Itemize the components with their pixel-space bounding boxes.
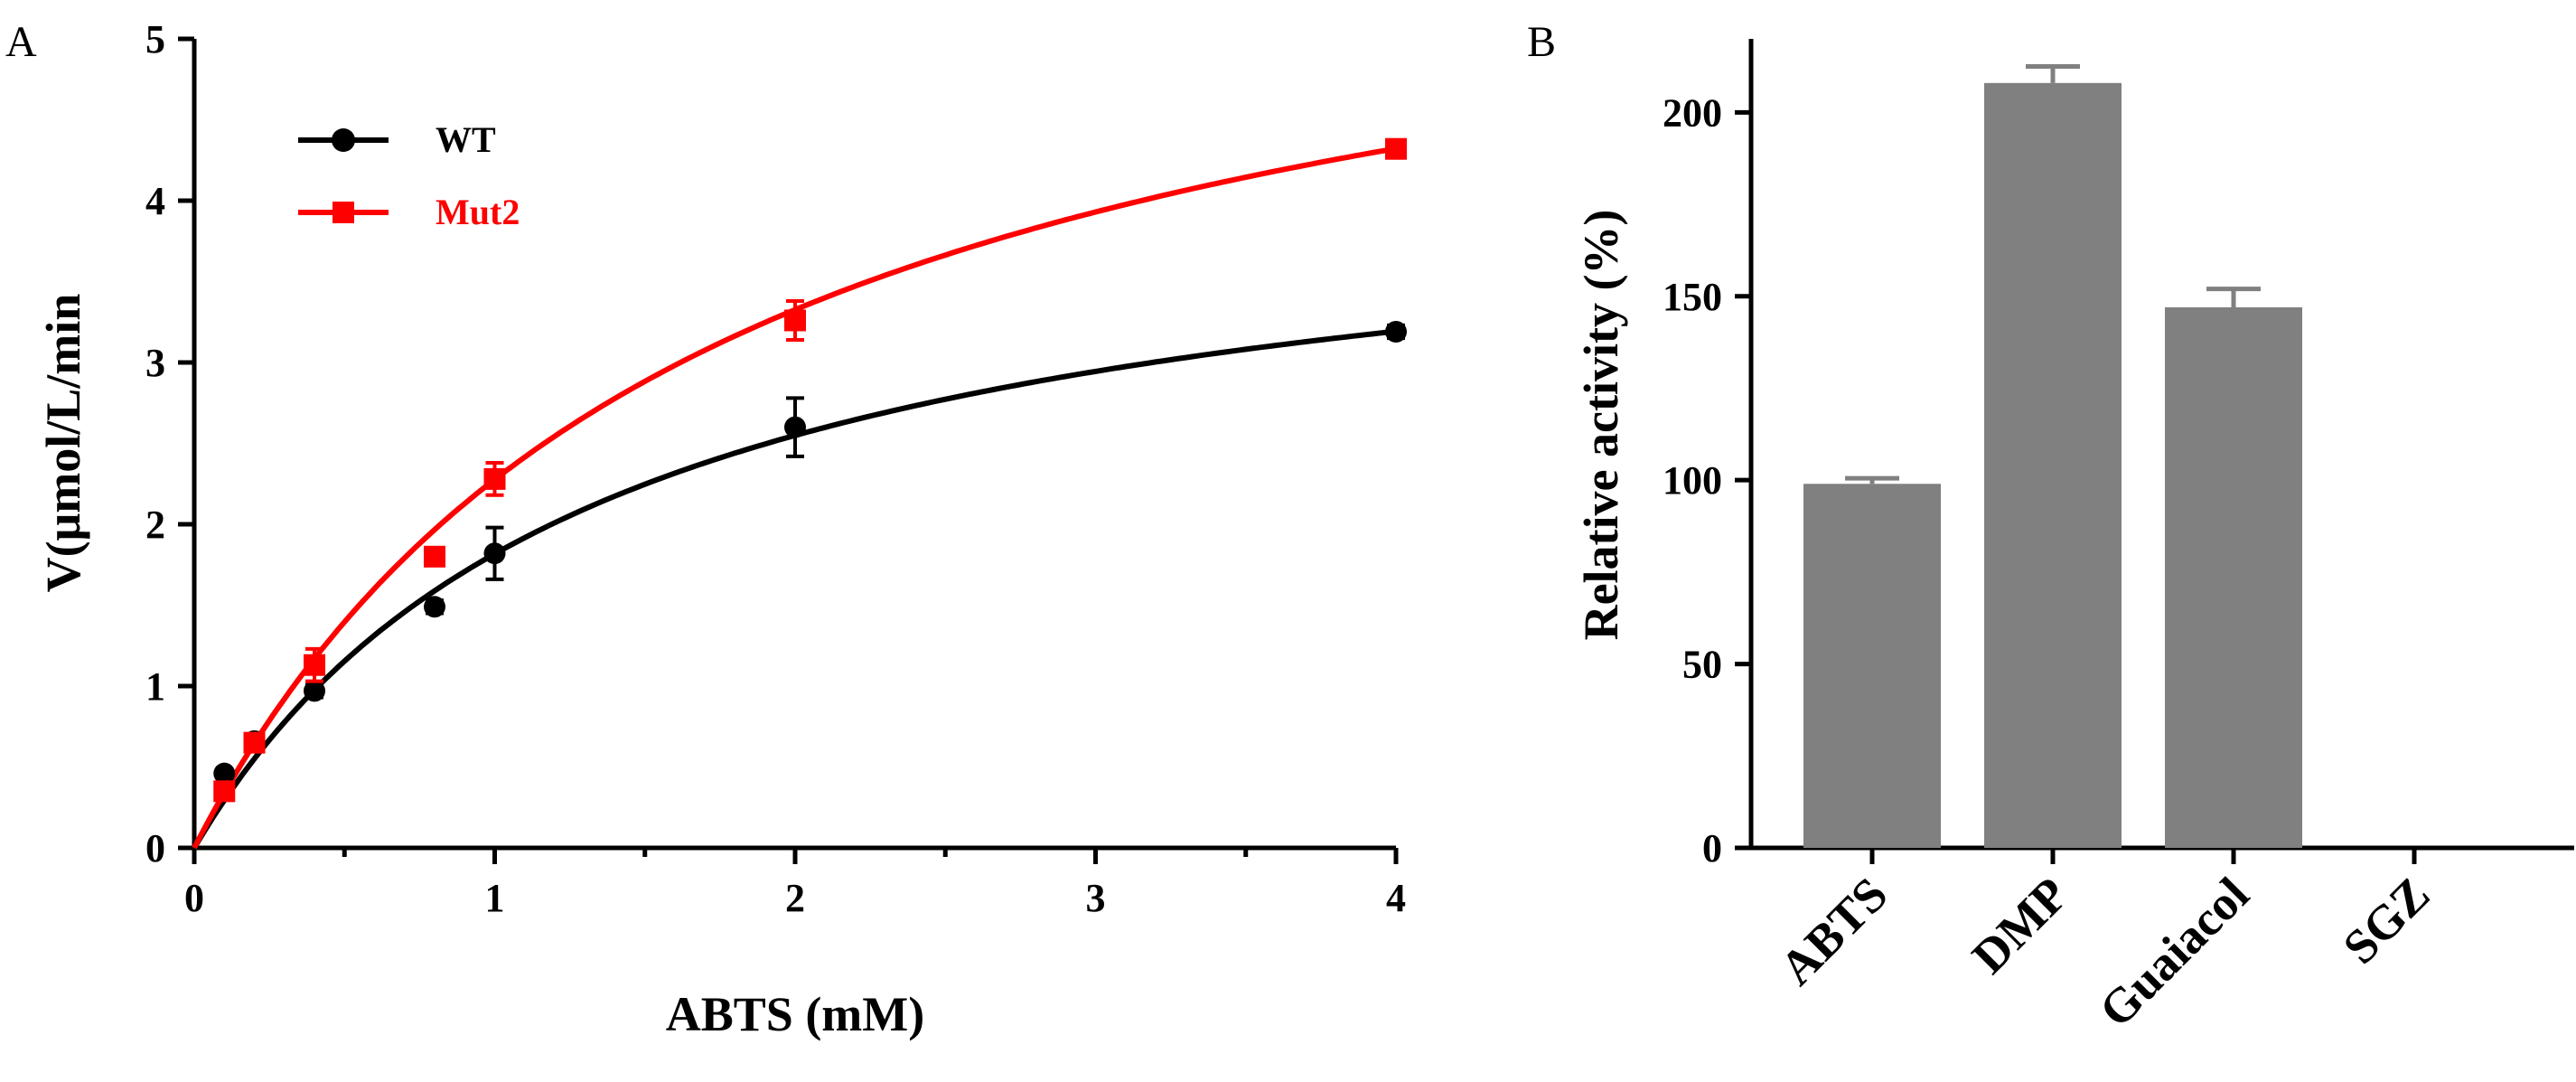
data-point-wt: [1385, 320, 1407, 343]
y-tick-label: 0: [145, 826, 165, 870]
x-tick-label: 3: [1086, 876, 1106, 920]
data-point-wt: [304, 680, 325, 702]
panel-a-x-axis-title: ABTS (mM): [666, 987, 924, 1041]
legend-mut2-marker: [333, 202, 354, 223]
legend-wt-marker: [332, 128, 355, 152]
panel-a-y-axis-title: V(μmol/L/min: [36, 294, 90, 593]
y-tick-label: 2: [145, 503, 165, 547]
panel-b-y-axis-title: Relative activity (%): [1574, 210, 1628, 641]
bar-dmp: [1984, 82, 2122, 849]
y-tick-label: 150: [1663, 275, 1722, 319]
y-tick-label: 5: [145, 17, 165, 61]
data-point-wt: [483, 542, 506, 565]
y-tick-label: 3: [145, 341, 165, 385]
category-label-guaiacol: Guaiacol: [2089, 867, 2260, 1038]
data-point-mut2: [784, 309, 806, 332]
panel-a: A 0 1 2 3 4 0 1 2 3 4 5 ABTS (mM) V(μmol/L/min WT …: [5, 17, 1407, 1041]
panel-b-bars: [1803, 64, 2302, 849]
panel-a-fit-curves: [192, 146, 1397, 850]
data-point-mut2: [424, 545, 445, 568]
fit-curve-mut2: [192, 146, 1397, 850]
x-tick-label: 1: [485, 876, 505, 920]
legend-wt-label: WT: [436, 119, 496, 160]
y-tick-label: 1: [145, 664, 165, 709]
y-tick-label: 50: [1682, 643, 1722, 687]
panel-a-legend: WT Mut2: [298, 119, 520, 232]
y-tick-label: 200: [1663, 90, 1722, 135]
data-point-mut2: [213, 780, 236, 803]
y-tick-label: 0: [1702, 826, 1722, 870]
data-point-mut2: [304, 654, 325, 676]
data-point-wt: [784, 416, 806, 438]
data-point-mut2: [243, 731, 266, 754]
x-tick-label: 4: [1386, 876, 1406, 920]
x-tick-label: 2: [785, 876, 805, 920]
panel-a-letter: A: [5, 18, 37, 66]
category-label-dmp: DMP: [1962, 867, 2078, 983]
y-tick-label: 4: [145, 179, 165, 223]
data-point-wt: [213, 762, 236, 785]
legend-mut2-label: Mut2: [436, 192, 520, 232]
category-label-sgz: SGZ: [2333, 867, 2440, 974]
panel-a-data-points: [213, 137, 1407, 803]
panel-b: B 0 50 100 150 200 ABTS DMP Guaiacol SGZ Relativ…: [1527, 18, 2574, 1038]
bar-abts: [1803, 484, 1941, 848]
x-tick-label: 0: [184, 876, 204, 920]
bar-guaiacol: [2165, 306, 2302, 848]
data-point-wt: [424, 596, 445, 618]
data-point-mut2: [1385, 137, 1407, 160]
y-tick-label: 100: [1663, 458, 1722, 503]
panel-b-letter: B: [1527, 18, 1556, 66]
category-label-abts: ABTS: [1769, 867, 1897, 995]
panel-a-ticks: 0 1 2 3 4 0 1 2 3 4 5: [145, 17, 1406, 920]
data-point-mut2: [483, 467, 506, 490]
